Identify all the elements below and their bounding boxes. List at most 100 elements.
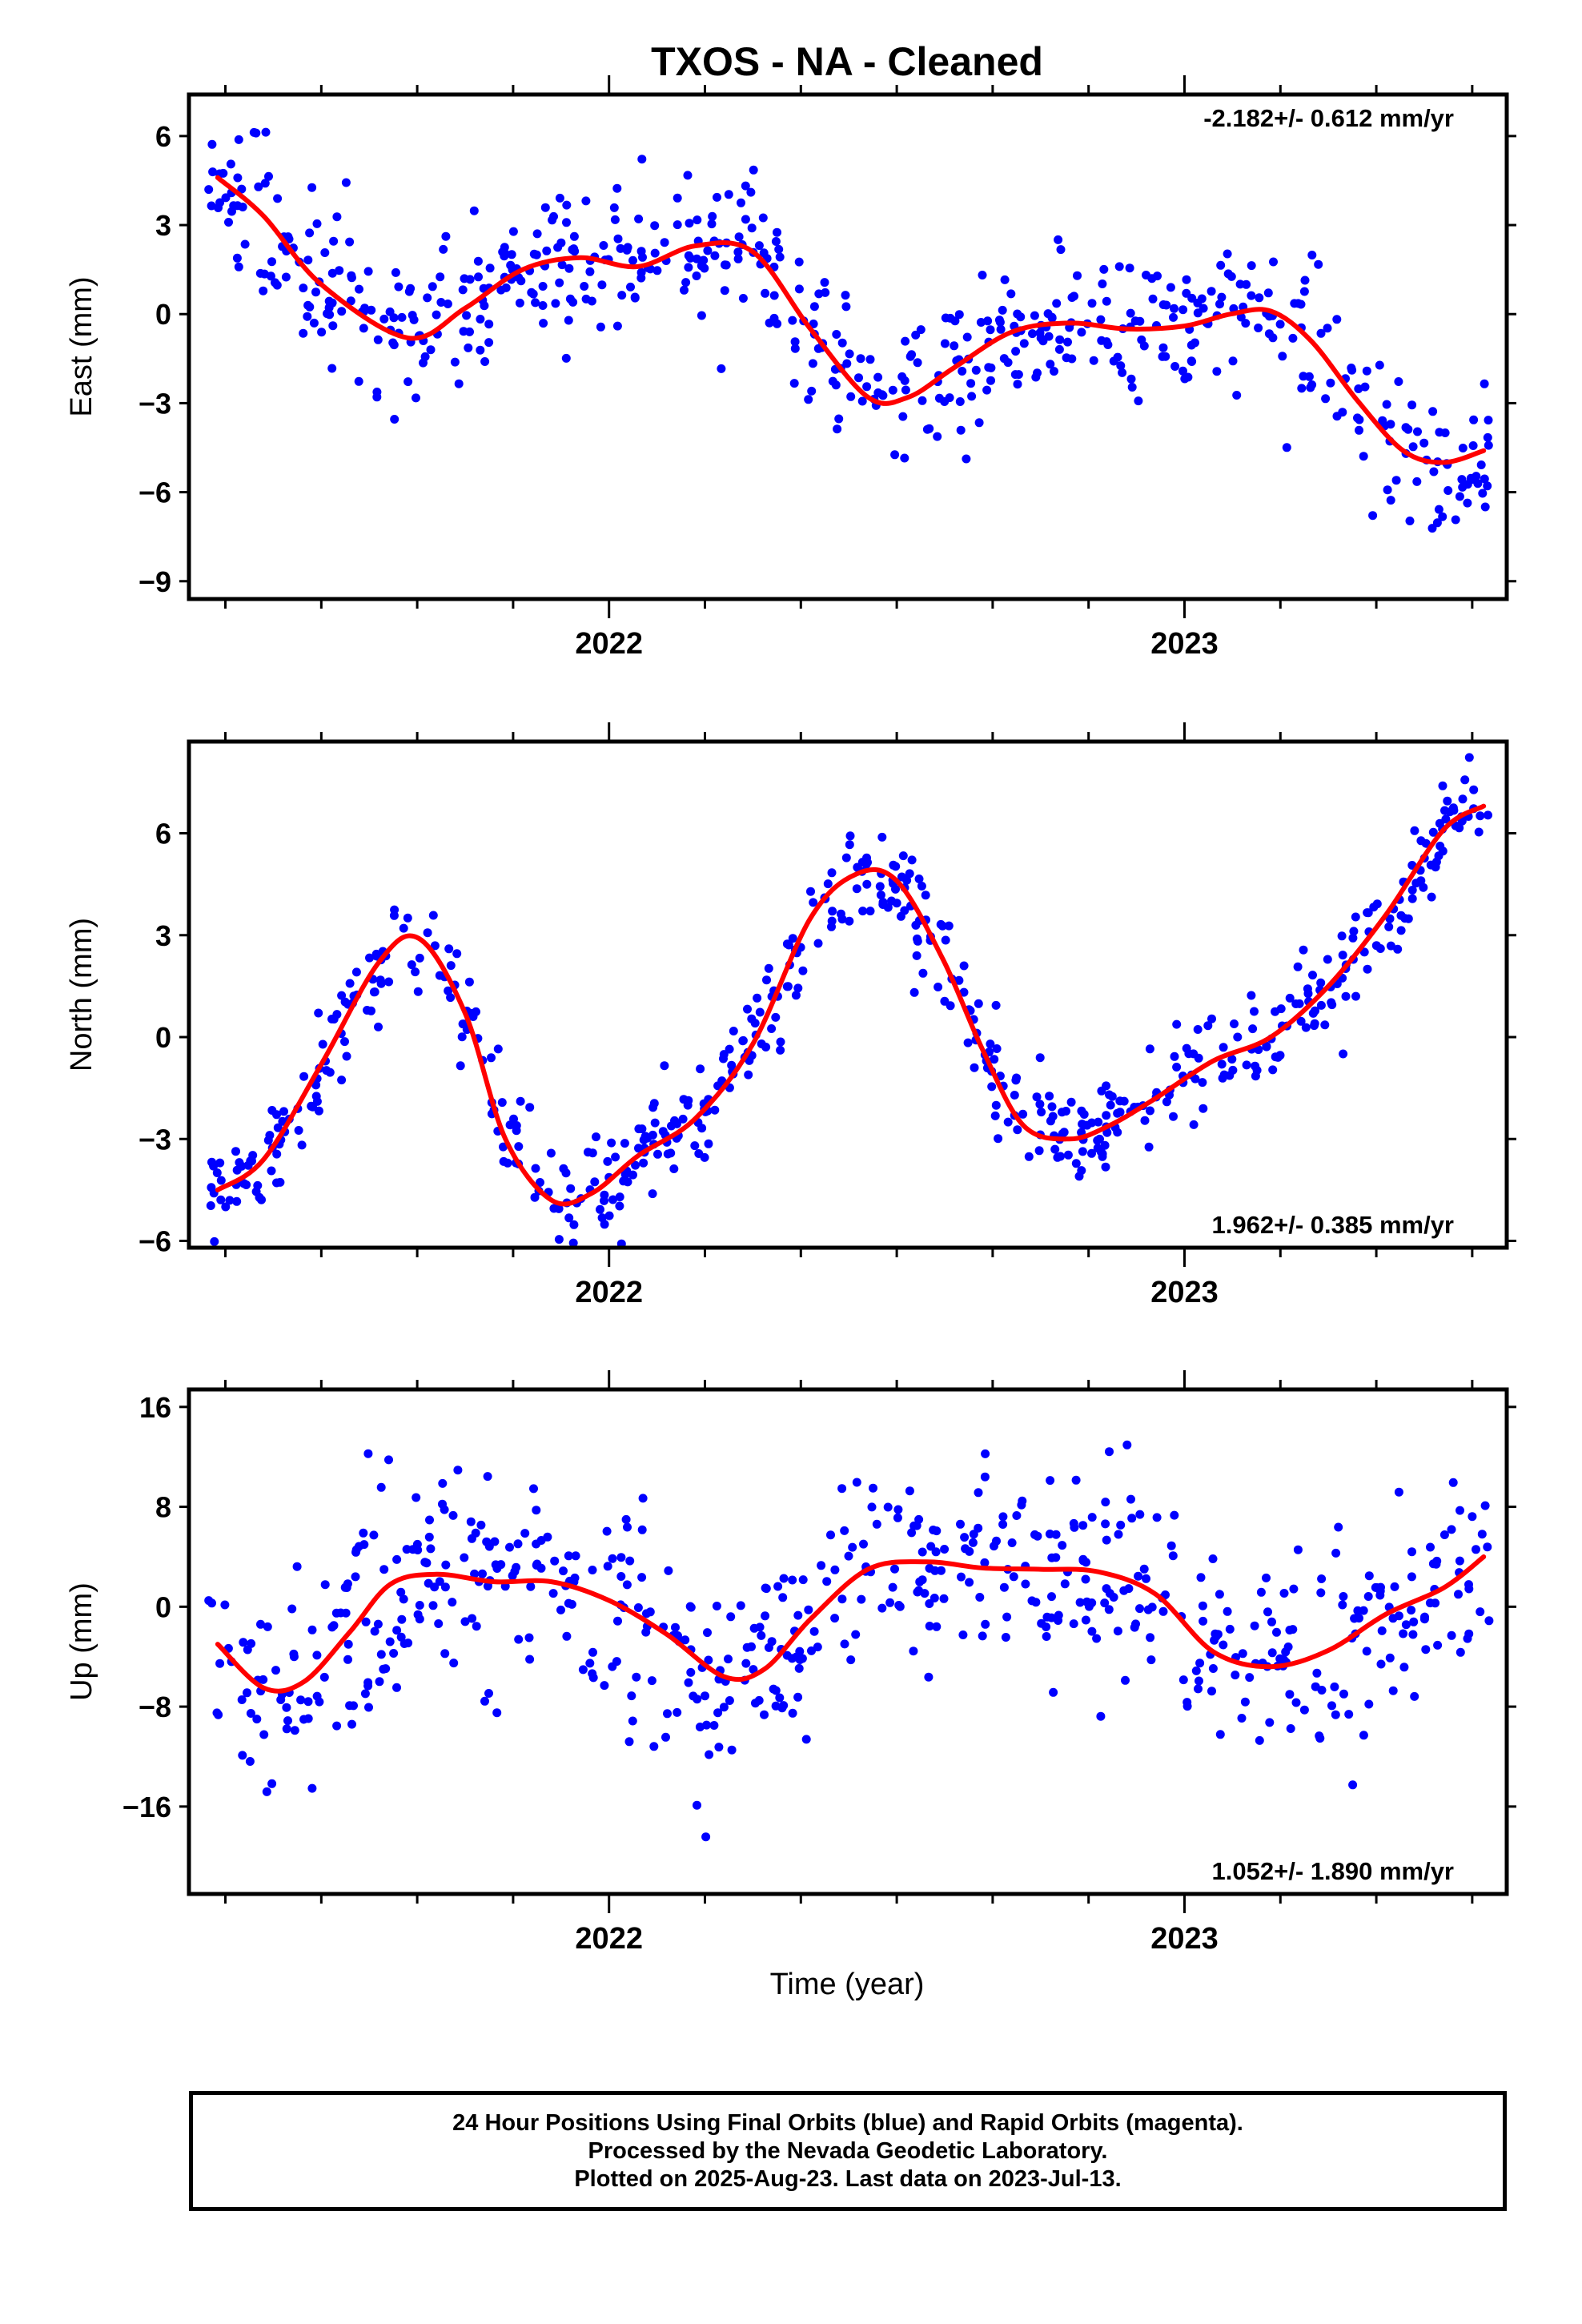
up-point — [701, 1691, 709, 1701]
north-frame — [187, 739, 1509, 1250]
north-point — [905, 869, 914, 879]
up-point — [1401, 1620, 1411, 1630]
up-point — [1207, 1687, 1216, 1696]
north-point — [1363, 964, 1372, 974]
east-point — [346, 296, 355, 306]
up-point — [1012, 1511, 1022, 1520]
east-point — [254, 182, 263, 191]
east-point — [846, 392, 856, 401]
east-point — [905, 352, 915, 361]
north-point — [719, 1050, 729, 1059]
north-point — [1162, 1097, 1171, 1107]
north-point — [297, 1140, 307, 1150]
east-point — [312, 219, 322, 228]
east-point — [710, 251, 720, 260]
up-point — [548, 1589, 558, 1598]
north-point — [788, 934, 797, 943]
up-point — [1476, 1607, 1485, 1617]
east-point — [680, 285, 689, 295]
up-point — [245, 1757, 255, 1766]
up-point — [513, 1539, 523, 1549]
east-point — [226, 159, 235, 169]
up-point — [1084, 1602, 1094, 1611]
east-point — [1468, 441, 1478, 450]
up-point — [779, 1574, 789, 1583]
north-ytick-label: 3 — [155, 919, 171, 952]
up-point — [1431, 1559, 1441, 1569]
up-point — [484, 1689, 493, 1698]
up-point — [600, 1681, 609, 1691]
up-xtick-label: 2023 — [1150, 1922, 1219, 1956]
up-point — [262, 1787, 271, 1796]
north-point — [970, 1063, 979, 1072]
up-point — [287, 1604, 297, 1614]
north-point — [1338, 951, 1347, 960]
north-point — [1301, 1023, 1311, 1032]
east-point — [264, 171, 273, 181]
north-point — [845, 831, 855, 841]
up-point — [1092, 1634, 1102, 1643]
east-point — [769, 291, 779, 300]
up-point — [1158, 1606, 1168, 1616]
east-point — [1480, 502, 1490, 512]
east-point — [854, 373, 863, 383]
up-point — [343, 1639, 353, 1649]
up-point — [704, 1655, 713, 1665]
east-point — [917, 396, 927, 405]
north-point — [1393, 944, 1403, 954]
up-point — [402, 1545, 412, 1554]
north-point — [1416, 836, 1426, 846]
east-point — [1413, 427, 1422, 436]
north-point — [607, 1138, 616, 1148]
east-point — [305, 302, 315, 312]
north-point — [600, 1220, 609, 1229]
up-point — [428, 1601, 438, 1610]
up-point — [1364, 1571, 1374, 1581]
up-point — [883, 1502, 893, 1512]
north-point — [862, 879, 872, 889]
east-point — [501, 283, 511, 292]
up-point — [1289, 1584, 1299, 1594]
east-point — [954, 310, 964, 320]
up-point — [1021, 1579, 1030, 1589]
north-point — [710, 1105, 720, 1115]
up-point — [957, 1572, 966, 1582]
east-point — [1306, 383, 1315, 392]
east-point — [733, 254, 743, 263]
north-point — [1048, 1112, 1058, 1121]
up-point — [925, 1563, 934, 1573]
east-point — [1394, 377, 1403, 386]
up-point — [1265, 1718, 1275, 1727]
north-point — [791, 991, 801, 1000]
north-point — [1250, 1007, 1259, 1016]
north-point — [991, 1100, 1001, 1110]
north-point — [1303, 984, 1312, 994]
north-point — [446, 993, 456, 1003]
east-point — [569, 231, 579, 241]
north-point — [891, 884, 900, 894]
north-point — [1320, 1020, 1330, 1030]
east-point — [1036, 333, 1046, 343]
north-point — [1410, 826, 1419, 835]
north-point — [782, 939, 792, 949]
east-ytick-label: −3 — [139, 387, 171, 420]
up-point — [830, 1565, 840, 1574]
east-point — [741, 181, 750, 191]
north-point — [1316, 978, 1326, 987]
up-point — [510, 1566, 520, 1576]
east-point — [1282, 443, 1291, 452]
up-point — [719, 1703, 729, 1712]
north-point — [1384, 922, 1394, 931]
up-point — [713, 1708, 723, 1718]
east-point — [684, 263, 693, 272]
up-point — [1315, 1734, 1325, 1743]
north-point — [206, 1201, 215, 1210]
up-point — [1410, 1691, 1419, 1701]
east-point — [609, 203, 619, 212]
north-point — [444, 986, 453, 995]
up-point — [1256, 1587, 1266, 1597]
north-point — [1438, 781, 1447, 790]
up-point — [263, 1622, 272, 1631]
east-point — [462, 311, 472, 320]
up-point — [396, 1587, 406, 1597]
